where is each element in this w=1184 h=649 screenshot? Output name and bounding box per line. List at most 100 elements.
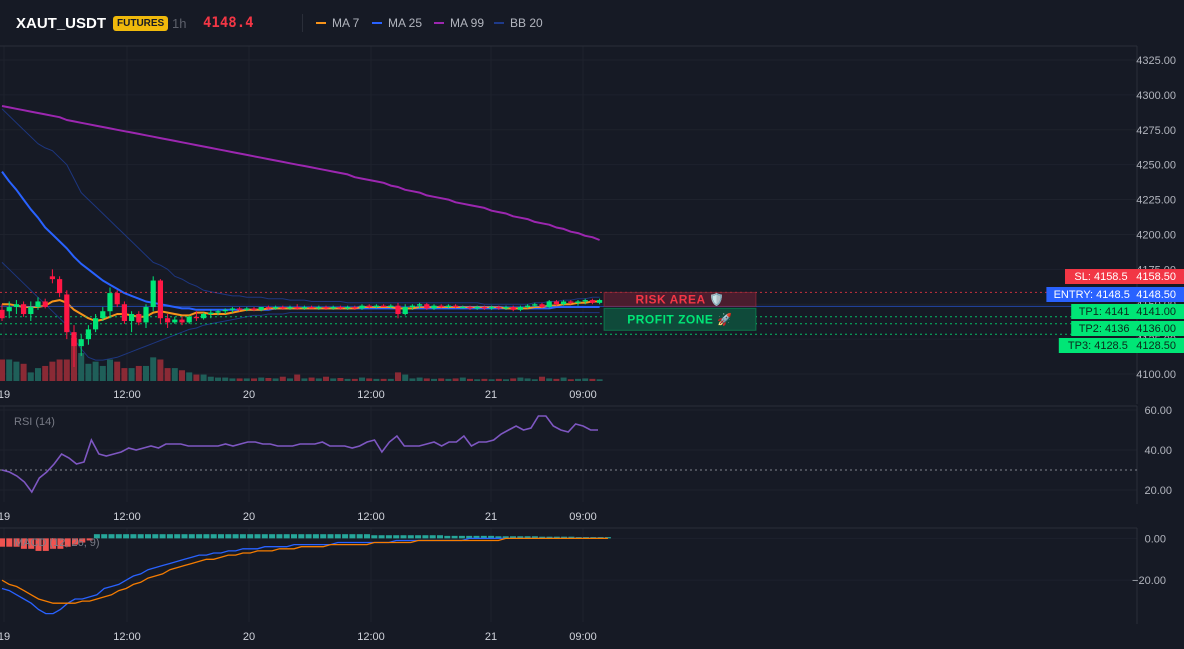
last-price: 4148.4 <box>203 15 254 31</box>
volume-bar <box>467 378 473 381</box>
level-tag-entry <box>1046 287 1137 302</box>
legend-ma25[interactable]: MA 25 <box>372 16 422 30</box>
volume-bar <box>92 361 99 381</box>
legend-ma7[interactable]: MA 7 <box>316 16 359 30</box>
volume-bar <box>459 377 466 381</box>
candle-body <box>467 307 473 309</box>
legend-ma99[interactable]: MA 99 <box>434 16 484 30</box>
macd-histogram-bar <box>364 534 370 539</box>
legend-bb20[interactable]: BB 20 <box>494 16 543 30</box>
macd-histogram-bar <box>334 534 341 539</box>
rsi-pane[interactable]: RSI (14) 20.00 40.00 60.00 <box>0 405 1172 504</box>
symbol-name[interactable]: XAUT_USDT <box>16 15 107 32</box>
volume-bar <box>135 365 142 381</box>
price-pane[interactable]: RISK AREA 🛡️PROFIT ZONE 🚀 4100.004125.00… <box>0 45 1184 404</box>
time-axis-rsi[interactable]: 19 12:00 20 12:00 21 09:00 <box>0 511 597 523</box>
candle-body <box>42 301 48 308</box>
macd-histogram-bar <box>539 536 546 539</box>
moving-averages <box>1 105 600 322</box>
candle-body <box>157 280 163 319</box>
rsi-tick-label: 60.00 <box>1144 405 1172 417</box>
candle-body <box>359 305 365 309</box>
volume-bar <box>402 374 409 381</box>
candle-body <box>517 307 523 310</box>
level-tag-text-tp3: TP3: 4128.5 <box>1068 340 1128 352</box>
macd-histogram-bar <box>488 535 495 539</box>
volume-bar <box>337 377 344 381</box>
macd-histogram-bar <box>101 534 108 539</box>
time-tick-label: 09:00 <box>569 389 597 401</box>
macd-histogram-bar <box>407 535 414 539</box>
time-tick-label: 20 <box>243 511 255 523</box>
level-tag-text-tp1: TP1: 4141 <box>1079 306 1130 318</box>
volume-bar <box>308 377 315 381</box>
candle-body <box>546 301 552 308</box>
rsi-axis[interactable]: 20.00 40.00 60.00 <box>1144 405 1172 497</box>
time-tick-label: 21 <box>485 511 497 523</box>
macd-histogram-bar <box>385 535 392 539</box>
candle-body <box>273 307 279 309</box>
macd-histogram-bar <box>115 534 122 539</box>
candle-body <box>57 279 63 294</box>
volume-bar <box>20 363 27 381</box>
volume-bar <box>157 359 164 381</box>
volume-bar <box>114 361 121 381</box>
level-axis-tag-tp1 <box>1137 304 1184 319</box>
macd-histogram-bar <box>298 534 305 539</box>
candle-body <box>438 305 444 308</box>
macd-histogram-bar <box>79 538 86 543</box>
candle-body <box>179 319 185 323</box>
volume-bar <box>0 359 5 381</box>
volume-bar <box>63 359 70 381</box>
volume-bar <box>6 359 13 381</box>
macd-histogram-bar <box>444 535 451 539</box>
candle-body <box>431 305 437 309</box>
volume-bar <box>531 379 538 381</box>
macd-histogram-bar <box>137 534 144 539</box>
volume-bar <box>445 378 452 381</box>
volume-bar <box>395 372 401 381</box>
candle-body <box>445 305 451 308</box>
candle-body <box>409 305 415 308</box>
macd-histogram-bar <box>393 535 400 539</box>
level-axis-tag-tp3 <box>1137 338 1184 353</box>
macd-pane[interactable]: MACD (12, 26, 9) 0.00 −20.00 <box>0 527 1166 624</box>
macd-histogram-bar <box>531 536 538 539</box>
macd-histogram-bar <box>188 534 195 539</box>
time-axis-macd[interactable]: 19 12:00 20 12:00 21 09:00 <box>0 631 597 643</box>
macd-histogram-bar <box>305 534 312 539</box>
candle-body <box>136 314 142 323</box>
candle-body <box>316 307 322 309</box>
candle-body <box>208 312 214 315</box>
candle-body <box>222 309 228 312</box>
legend-ma99-label: MA 99 <box>450 16 485 30</box>
volume-bar <box>481 378 488 381</box>
candle-body <box>373 305 379 308</box>
volume-bar <box>56 359 63 381</box>
volume-bar <box>560 377 567 381</box>
macd-histogram-bar <box>502 536 509 539</box>
volume-bar <box>150 357 157 381</box>
candle-body <box>251 308 257 310</box>
volume-bar <box>207 376 214 381</box>
candle-body <box>345 307 351 309</box>
macd-histogram-bar <box>247 534 254 539</box>
volume-bar <box>359 377 365 381</box>
macd-axis[interactable]: 0.00 −20.00 <box>1132 533 1166 587</box>
price-tick-label: 4225.00 <box>1136 195 1176 207</box>
rsi-line <box>0 415 1137 494</box>
macd-histogram-bar <box>57 538 64 549</box>
time-axis-main[interactable]: 19 12:00 20 12:00 21 09:00 <box>0 389 597 401</box>
volume-bar <box>107 359 113 381</box>
candle-body <box>215 311 221 313</box>
legend-ma25-swatch <box>372 22 382 24</box>
volume-bar <box>186 372 193 381</box>
volume-bar <box>143 365 149 381</box>
candle-body <box>301 307 307 309</box>
level-tag-tp1 <box>1071 304 1137 319</box>
candle-body <box>143 307 149 323</box>
macd-histogram-bar <box>451 535 458 539</box>
price-tick-label: 4250.00 <box>1136 160 1176 172</box>
timeframe-label[interactable]: 1h <box>172 16 187 31</box>
